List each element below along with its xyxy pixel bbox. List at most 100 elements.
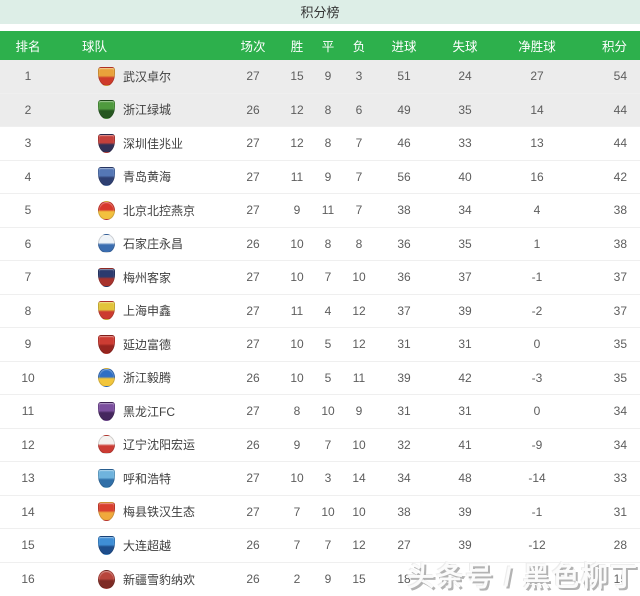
title-bar: 积分榜 <box>0 0 640 24</box>
rank-cell: 9 <box>24 337 32 352</box>
team-cell: 梅县铁汉生态 <box>56 502 226 522</box>
column-header-draw: 平 <box>321 40 335 54</box>
team-cell: 梅州客家 <box>56 267 226 287</box>
column-header-win: 胜 <box>290 40 304 54</box>
pts-cell: 15 <box>613 572 627 587</box>
ga-cell: 35 <box>458 236 472 251</box>
draw-cell: 8 <box>324 136 332 151</box>
team-cell: 北京北控燕京 <box>56 200 226 220</box>
rank-cell: 3 <box>24 136 32 151</box>
gf-cell: 38 <box>397 504 411 519</box>
team-cell: 深圳佳兆业 <box>56 133 226 153</box>
team-cell: 大连超越 <box>56 535 226 555</box>
team-badge-icon <box>98 502 115 522</box>
ga-cell: 41 <box>458 437 472 452</box>
team-name: 梅州客家 <box>123 270 172 285</box>
draw-cell: 11 <box>321 203 335 218</box>
team-cell: 延边富德 <box>56 334 226 354</box>
ga-cell: 39 <box>458 303 472 318</box>
ga-cell: 37 <box>458 270 472 285</box>
team-name: 黑龙江FC <box>123 404 175 419</box>
gd-cell: -1 <box>531 504 543 519</box>
gf-cell: 49 <box>397 102 411 117</box>
gd-cell: 27 <box>530 69 544 84</box>
gf-cell: 46 <box>397 136 411 151</box>
team-badge-icon <box>98 267 115 287</box>
table-row: 2 浙江绿城 26 12 8 6 49 35 14 44 <box>0 93 640 127</box>
loss-cell: 12 <box>352 337 366 352</box>
draw-cell: 5 <box>324 337 332 352</box>
gd-cell: 1 <box>533 236 541 251</box>
column-header-team: 球队 <box>82 40 108 54</box>
pts-cell: 37 <box>613 303 627 318</box>
loss-cell: 14 <box>352 471 366 486</box>
played-cell: 27 <box>246 169 260 184</box>
loss-cell: 12 <box>352 303 366 318</box>
rank-cell: 14 <box>21 504 35 519</box>
table-row: 7 梅州客家 27 10 7 10 36 37 -1 37 <box>0 261 640 295</box>
team-badge-icon <box>98 200 115 220</box>
rank-cell: 12 <box>21 437 35 452</box>
pts-cell: 35 <box>613 337 627 352</box>
team-cell: 新疆雪豹纳欢 <box>56 569 226 589</box>
loss-cell: 11 <box>352 370 366 385</box>
gf-cell: 38 <box>397 203 411 218</box>
gf-cell: 51 <box>397 69 411 84</box>
gf-cell: 31 <box>397 404 411 419</box>
team-name: 浙江绿城 <box>123 103 172 118</box>
win-cell: 12 <box>290 136 304 151</box>
rank-cell: 7 <box>24 270 32 285</box>
pts-cell: 38 <box>613 236 627 251</box>
loss-cell: 8 <box>355 236 363 251</box>
loss-cell: 6 <box>355 102 363 117</box>
loss-cell: 7 <box>355 136 363 151</box>
win-cell: 10 <box>290 236 304 251</box>
win-cell: 10 <box>290 337 304 352</box>
rank-cell: 8 <box>24 303 32 318</box>
win-cell: 7 <box>293 504 301 519</box>
team-cell: 辽宁沈阳宏运 <box>56 435 226 455</box>
team-badge-icon <box>98 401 115 421</box>
column-header-pts: 积分 <box>601 40 627 54</box>
gd-cell: -2 <box>531 303 543 318</box>
win-cell: 8 <box>293 404 301 419</box>
table-row: 9 延边富德 27 10 5 12 31 31 0 35 <box>0 328 640 362</box>
column-header-gf: 进球 <box>391 40 417 54</box>
team-name: 上海申鑫 <box>123 304 172 319</box>
gf-cell: 37 <box>397 303 411 318</box>
rank-cell: 10 <box>21 370 35 385</box>
team-name: 呼和浩特 <box>123 471 172 486</box>
played-cell: 26 <box>246 102 260 117</box>
team-cell: 武汉卓尔 <box>56 66 226 86</box>
win-cell: 10 <box>290 270 304 285</box>
team-badge-icon <box>98 301 115 321</box>
gd-cell: 16 <box>530 169 544 184</box>
win-cell: 10 <box>290 370 304 385</box>
table-row: 12 辽宁沈阳宏运 26 9 7 10 32 41 -9 34 <box>0 428 640 462</box>
gf-cell: 36 <box>397 236 411 251</box>
team-name: 梅县铁汉生态 <box>123 505 196 520</box>
gd-cell: 13 <box>530 136 544 151</box>
loss-cell: 7 <box>355 169 363 184</box>
table-row: 5 北京北控燕京 27 9 11 7 38 34 4 38 <box>0 194 640 228</box>
table-row: 16 新疆雪豹纳欢 26 2 9 15 18 15 <box>0 562 640 596</box>
draw-cell: 10 <box>321 404 335 419</box>
team-name: 新疆雪豹纳欢 <box>123 572 196 587</box>
table-body: 1 武汉卓尔 27 15 9 3 51 24 27 54 2 浙江绿城 26 12 8 6 49 35 14 44 3 深… <box>0 60 640 596</box>
team-badge-icon <box>98 167 115 187</box>
gd-cell: -14 <box>528 471 546 486</box>
team-cell: 浙江绿城 <box>56 100 226 120</box>
gf-cell: 36 <box>397 270 411 285</box>
win-cell: 9 <box>293 203 301 218</box>
team-name: 延边富德 <box>123 337 172 352</box>
loss-cell: 7 <box>355 203 363 218</box>
played-cell: 27 <box>246 136 260 151</box>
table-row: 13 呼和浩特 27 10 3 14 34 48 -14 33 <box>0 462 640 496</box>
team-badge-icon <box>98 133 115 153</box>
column-header-ga: 失球 <box>452 40 478 54</box>
team-badge-icon <box>98 468 115 488</box>
header-divider <box>0 24 640 31</box>
gd-cell: 0 <box>533 404 541 419</box>
team-badge-icon <box>98 368 115 388</box>
